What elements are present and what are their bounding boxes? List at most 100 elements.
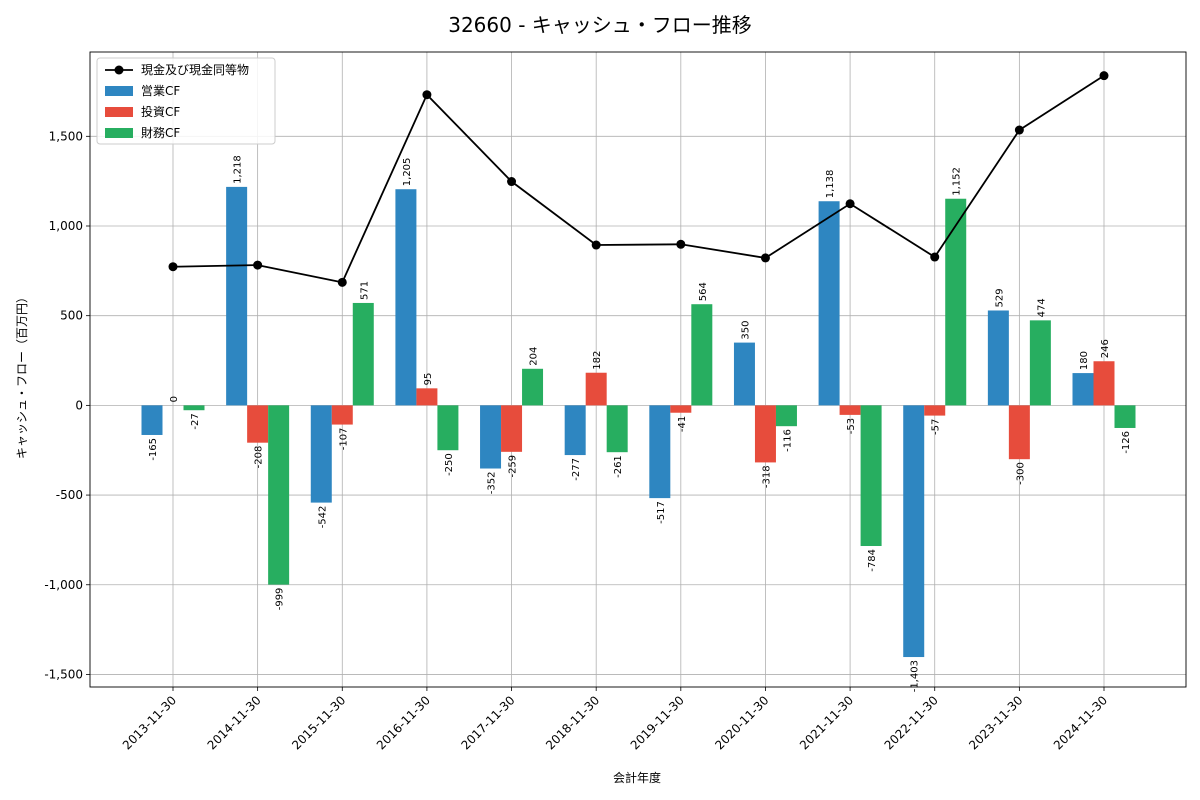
legend-label: 営業CF xyxy=(141,84,180,98)
data-label: -126 xyxy=(1121,431,1132,454)
bar xyxy=(183,405,205,411)
cash-line-point xyxy=(930,252,940,262)
bar xyxy=(860,405,882,547)
data-label: -784 xyxy=(867,549,878,572)
bar xyxy=(924,405,946,416)
cash-line-point xyxy=(676,239,686,249)
bar xyxy=(903,405,925,658)
bar xyxy=(1072,373,1094,406)
bar xyxy=(501,405,523,452)
legend-marker xyxy=(114,65,124,75)
bar xyxy=(268,405,290,585)
cash-line-point xyxy=(337,277,347,287)
cash-line-point xyxy=(168,262,178,272)
data-label: -517 xyxy=(656,501,667,524)
y-tick-label: 1,000 xyxy=(49,219,83,233)
bar xyxy=(775,405,797,427)
data-label: 350 xyxy=(740,320,751,339)
data-label: -352 xyxy=(487,472,498,495)
bar xyxy=(670,405,692,413)
bar xyxy=(416,388,438,406)
data-label: 1,138 xyxy=(825,170,836,199)
data-label: -208 xyxy=(254,446,265,469)
bar xyxy=(310,405,332,503)
data-label: -116 xyxy=(782,429,793,452)
bar xyxy=(754,405,776,463)
bar xyxy=(585,372,607,406)
y-tick-label: -500 xyxy=(56,488,83,502)
data-label: 180 xyxy=(1079,351,1090,370)
bar xyxy=(1093,361,1115,406)
data-label: 1,152 xyxy=(952,167,963,196)
data-label: -277 xyxy=(571,458,582,481)
bar xyxy=(352,302,374,406)
data-label: -1,403 xyxy=(910,660,921,692)
bar xyxy=(1114,405,1136,428)
bar xyxy=(331,405,353,425)
plot-frame xyxy=(89,51,1187,688)
legend-swatch xyxy=(105,128,133,138)
data-label: 1,218 xyxy=(233,155,244,184)
legend-label: 現金及び現金同等物 xyxy=(141,62,249,77)
data-label: -107 xyxy=(338,428,349,451)
data-label: -259 xyxy=(508,455,519,478)
data-label: 204 xyxy=(529,347,540,366)
legend-box xyxy=(96,57,276,145)
cash-line-point xyxy=(760,253,770,263)
bar xyxy=(606,405,628,453)
cash-line-point xyxy=(422,90,432,100)
data-label: 1,205 xyxy=(402,158,413,187)
data-label: 246 xyxy=(1100,339,1111,358)
bar xyxy=(649,405,671,499)
bar xyxy=(945,198,967,406)
cash-line-point xyxy=(1014,125,1024,135)
data-label: -250 xyxy=(444,453,455,476)
data-label: -27 xyxy=(190,413,201,429)
data-label: -165 xyxy=(148,438,159,461)
data-label: 529 xyxy=(994,288,1005,307)
x-axis-label: 会計年度 xyxy=(613,770,661,785)
data-label: -261 xyxy=(613,455,624,478)
bar xyxy=(480,405,502,469)
y-tick-label: 0 xyxy=(75,398,83,412)
bars xyxy=(141,186,1136,658)
data-label: -41 xyxy=(677,416,688,432)
data-label: 564 xyxy=(698,282,709,301)
data-label: 571 xyxy=(359,281,370,300)
y-axis-label: キャッシュ・フロー（百万円） xyxy=(15,291,29,459)
bar xyxy=(733,342,755,406)
bar xyxy=(247,405,269,443)
bar xyxy=(691,304,713,406)
data-labels: -165 1,218 -542 1,205 -352 -277 -517 350 1,138 -1… xyxy=(148,155,1132,692)
cash-line xyxy=(168,71,1109,287)
bar xyxy=(522,368,544,406)
bar xyxy=(395,189,417,406)
y-tick-label: 500 xyxy=(60,309,83,323)
cash-line-point xyxy=(507,177,517,187)
cash-line-point xyxy=(845,199,855,209)
data-label: 95 xyxy=(423,373,434,386)
data-label: 182 xyxy=(592,351,603,370)
y-tick-label: 1,500 xyxy=(49,129,83,143)
data-label: -300 xyxy=(1015,462,1026,485)
chart-title: 32660 - キャッシュ・フロー推移 xyxy=(448,13,752,37)
data-label: -542 xyxy=(317,506,328,529)
data-label: 474 xyxy=(1036,298,1047,317)
bar xyxy=(839,405,861,415)
bar xyxy=(1008,405,1030,460)
legend-swatch xyxy=(105,86,133,96)
data-label: -318 xyxy=(761,465,772,488)
y-tick-label: -1,500 xyxy=(44,667,83,681)
data-label: -999 xyxy=(275,588,286,611)
legend-label: 財務CF xyxy=(141,125,180,140)
legend-swatch xyxy=(105,107,133,117)
data-label: 0 xyxy=(169,396,180,402)
cash-line-path xyxy=(172,74,1105,284)
y-tick-label: -1,000 xyxy=(44,578,83,592)
bar xyxy=(437,405,459,451)
bar xyxy=(564,405,586,456)
data-label: -57 xyxy=(931,419,942,435)
bar xyxy=(226,186,248,406)
